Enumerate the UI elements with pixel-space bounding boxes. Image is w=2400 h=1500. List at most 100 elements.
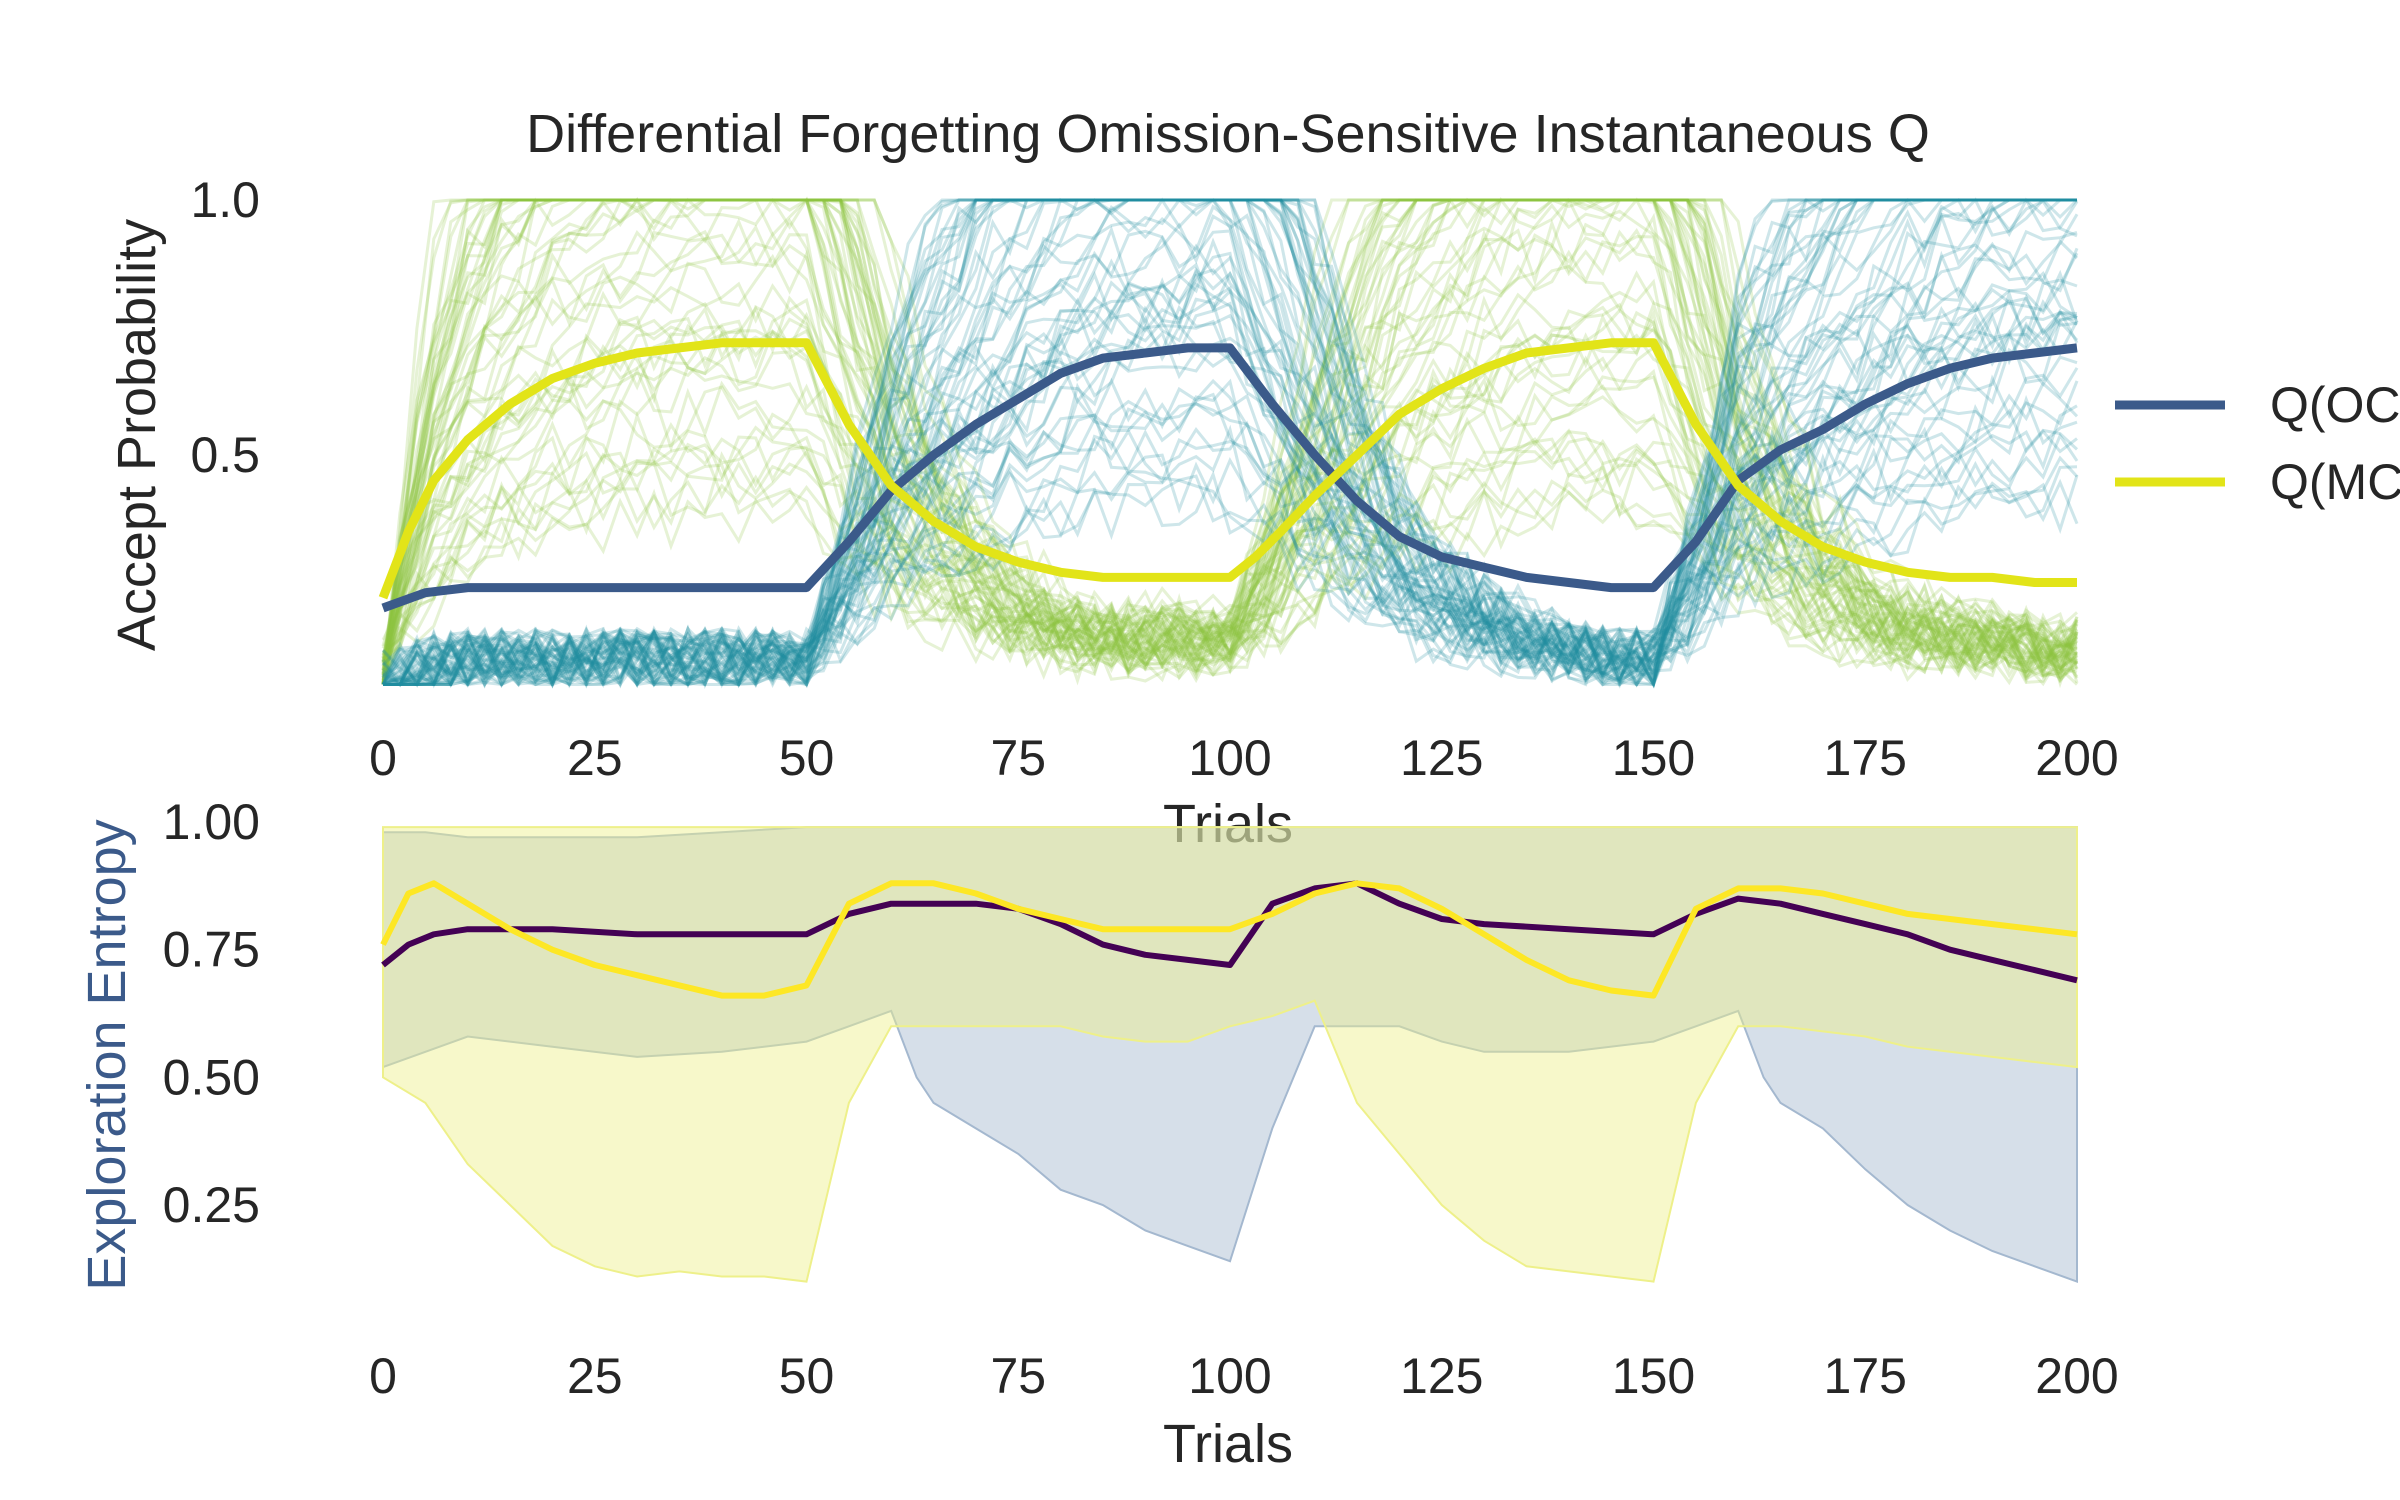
confidence-bands: [382, 826, 2078, 1284]
background-trace: [381, 197, 2079, 674]
background-trace: [381, 380, 2079, 685]
background-trace: [382, 199, 2078, 689]
background-trace: [381, 198, 2078, 685]
background-trace: [383, 266, 2078, 689]
legend: Q(OC Q(MC: [2115, 377, 2400, 510]
background-trace: [383, 344, 2078, 686]
background-trace: [381, 425, 2079, 686]
background-trace: [381, 198, 2079, 675]
entropy-line: [380, 880, 2078, 999]
background-trace: [383, 198, 2077, 688]
legend-label: Q(OC: [2270, 377, 2400, 433]
x-axis-label: Trials: [1163, 794, 1293, 854]
background-trace: [382, 318, 2079, 689]
x-tick-label: 150: [1612, 730, 1695, 786]
background-trace: [381, 197, 2078, 659]
background-trace: [381, 198, 2078, 681]
background-trace: [381, 212, 2079, 681]
confidence-band: [382, 826, 2078, 1283]
background-trace: [383, 198, 2077, 689]
x-tick-label: 50: [779, 730, 835, 786]
background-trace: [381, 224, 2079, 685]
background-trace: [381, 328, 2079, 689]
background-trace: [383, 229, 2078, 687]
background-trace: [381, 268, 2078, 689]
background-traces: [381, 196, 2079, 690]
background-trace: [383, 262, 2078, 690]
background-trace: [382, 463, 2078, 686]
legend-label: Q(MC: [2270, 454, 2400, 510]
background-trace: [381, 198, 2079, 667]
background-trace: [382, 465, 2078, 688]
background-trace: [382, 269, 2079, 688]
x-tick-label: 25: [567, 1348, 623, 1404]
background-trace: [382, 268, 2078, 687]
background-trace: [382, 404, 2078, 688]
background-trace: [381, 197, 2078, 672]
background-trace: [381, 231, 2078, 679]
x-tick-label: 75: [990, 1348, 1046, 1404]
y-tick-label: 0.50: [163, 1049, 260, 1105]
background-trace: [383, 402, 2078, 688]
background-trace: [382, 297, 2079, 687]
background-trace: [382, 213, 2079, 688]
background-trace: [383, 198, 2077, 687]
y-tick-label: 0.75: [163, 922, 260, 978]
background-trace: [381, 198, 2079, 685]
x-tick-label: 0: [369, 1348, 397, 1404]
x-tick-label: 200: [2035, 1348, 2118, 1404]
entropy-line: [381, 880, 2078, 984]
background-trace: [381, 435, 2078, 685]
background-trace: [381, 302, 2079, 683]
y-tick-label: 1.0: [190, 172, 260, 228]
background-trace: [382, 197, 2077, 687]
background-trace: [381, 198, 2079, 685]
background-trace: [381, 317, 2078, 685]
background-trace: [381, 196, 2078, 674]
background-trace: [381, 198, 2079, 685]
background-trace: [381, 198, 2078, 678]
x-tick-label: 0: [369, 730, 397, 786]
background-trace: [381, 435, 2079, 686]
x-tick-label: 175: [1824, 1348, 1907, 1404]
background-trace: [381, 451, 2079, 685]
background-trace: [381, 470, 2079, 689]
background-trace: [383, 198, 2077, 687]
background-trace: [383, 198, 2077, 687]
y-axis-label: Exploration Entropy: [77, 819, 137, 1290]
background-trace: [383, 198, 2077, 686]
background-trace: [381, 295, 2078, 685]
x-tick-label: 150: [1612, 1348, 1695, 1404]
background-trace: [381, 197, 2078, 684]
background-trace: [381, 364, 2079, 680]
background-trace: [382, 197, 2077, 687]
background-trace: [383, 197, 2079, 688]
background-trace: [381, 198, 2079, 685]
y-tick-label: 0.5: [190, 427, 260, 483]
background-trace: [383, 198, 2079, 687]
x-axis-label: Trials: [1163, 1414, 1293, 1474]
bottom-chart: 0.250.500.751.00 0 25 50 75 100 125 150 175 200 …: [77, 794, 2119, 1474]
series-lines: [378, 338, 2078, 613]
background-trace: [381, 485, 2078, 685]
background-trace: [383, 198, 2077, 688]
x-tick-label: 50: [779, 1348, 835, 1404]
background-trace: [383, 198, 2077, 687]
background-trace: [381, 198, 2078, 670]
x-tick-label: 175: [1824, 730, 1907, 786]
background-trace: [383, 198, 2077, 689]
background-trace: [381, 410, 2078, 686]
background-trace: [381, 304, 2078, 688]
x-tick-label: 100: [1188, 730, 1271, 786]
background-trace: [381, 198, 2077, 689]
background-trace: [383, 301, 2078, 688]
background-trace: [381, 378, 2079, 689]
background-trace: [381, 229, 2079, 688]
background-trace: [381, 198, 2078, 678]
background-trace: [381, 198, 2077, 688]
background-trace: [383, 198, 2077, 686]
y-axis-label: Accept Probability: [107, 219, 167, 651]
background-trace: [381, 198, 2079, 671]
background-trace: [381, 198, 2079, 674]
background-trace: [382, 237, 2079, 688]
